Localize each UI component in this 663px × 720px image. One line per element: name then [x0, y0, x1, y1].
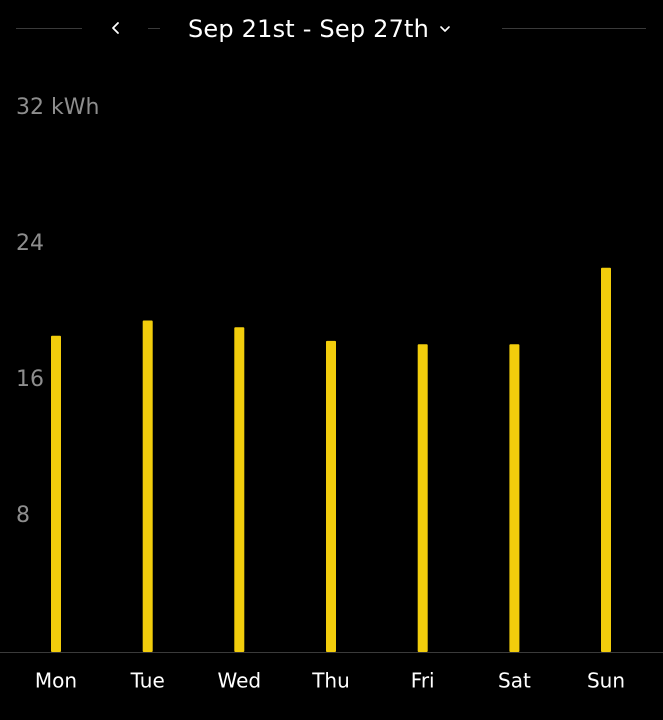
y-tick-label: 8: [16, 503, 30, 528]
header-divider-dash: [148, 28, 160, 29]
bar-mon[interactable]: [51, 335, 61, 652]
bar-thu[interactable]: [326, 340, 336, 652]
y-tick-label: 16: [16, 367, 44, 392]
date-range-label: Sep 21st - Sep 27th: [188, 15, 430, 43]
x-tick-label: Fri: [411, 669, 435, 693]
bar-fri[interactable]: [417, 344, 428, 652]
date-navigation-header: Sep 21st - Sep 27th: [0, 0, 663, 58]
y-tick-label: 24: [16, 231, 44, 256]
date-range-selector[interactable]: Sep 21st - Sep 27th: [188, 10, 488, 48]
chevron-left-icon: [112, 22, 119, 34]
x-tick-label: Sat: [498, 669, 531, 693]
bar-wed[interactable]: [234, 327, 245, 652]
x-tick-label: Sun: [587, 669, 625, 693]
x-tick-label: Wed: [217, 669, 261, 693]
bar-sat[interactable]: [509, 344, 520, 652]
header-divider-left: [16, 28, 82, 29]
x-tick-label: Tue: [130, 669, 165, 693]
bar-tue[interactable]: [142, 320, 153, 653]
x-tick-label: Thu: [311, 669, 350, 693]
previous-week-button[interactable]: [104, 12, 128, 44]
bar-sun[interactable]: [601, 267, 611, 652]
x-tick-label: Mon: [35, 669, 77, 693]
y-tick-label: 32 kWh: [16, 95, 99, 120]
chevron-down-icon: [439, 24, 451, 34]
header-divider-right: [502, 28, 646, 29]
